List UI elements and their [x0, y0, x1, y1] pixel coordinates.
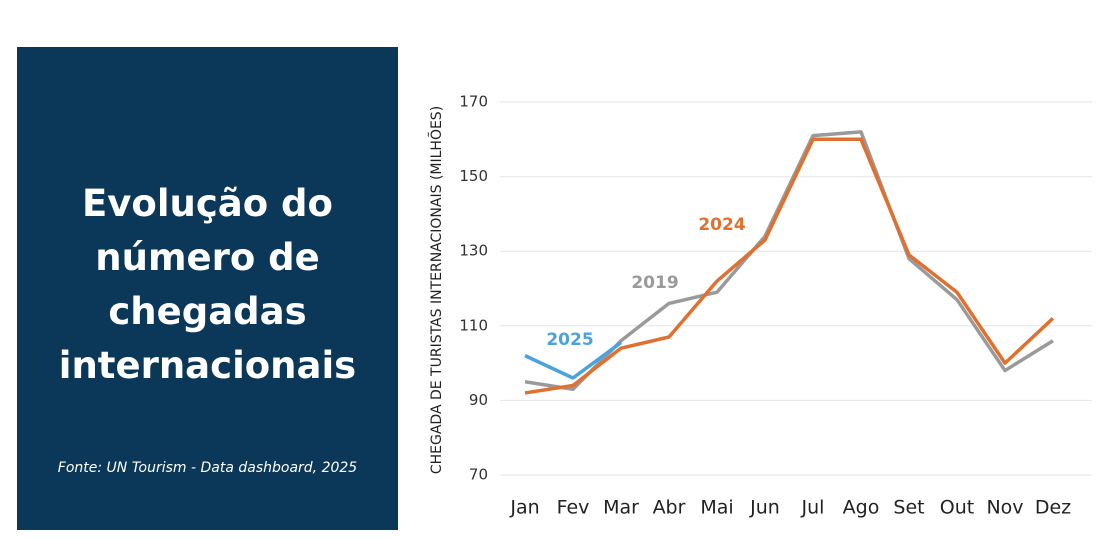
series-line: [524, 137, 1055, 395]
x-tick-label: Set: [893, 497, 924, 519]
y-tick-label: 90: [469, 391, 488, 409]
x-tick-label: Out: [940, 497, 974, 519]
series-label: 2019: [631, 273, 678, 293]
series-label: 2024: [698, 215, 745, 235]
y-tick-label: 130: [459, 242, 488, 260]
x-tick-label: Abr: [653, 497, 686, 519]
title-panel: Evolução do número de chegadas internaci…: [17, 47, 398, 530]
x-tick-label: Jun: [749, 497, 780, 519]
series-line: [524, 130, 1054, 391]
x-tick-label: Jul: [801, 497, 825, 519]
y-tick-label: 70: [469, 466, 488, 484]
y-tick-label: 150: [459, 167, 488, 185]
y-tick-label: 110: [459, 316, 488, 334]
x-tick-label: Mai: [700, 497, 733, 519]
x-tick-label: Jan: [509, 497, 539, 519]
y-tick-label: 170: [459, 93, 488, 111]
y-axis-label: CHEGADA DE TURISTAS INTERNACIONAIS (MILH…: [428, 106, 445, 474]
source-note: Fonte: UN Tourism - Data dashboard, 2025: [57, 460, 358, 476]
series-line: [524, 341, 623, 380]
x-tick-label: Dez: [1035, 497, 1071, 519]
series-label: 2025: [546, 330, 593, 350]
x-tick-label: Ago: [843, 497, 880, 519]
x-tick-label: Nov: [986, 497, 1023, 519]
x-tick-label: Fev: [557, 497, 590, 519]
x-tick-label: Mar: [603, 497, 639, 519]
panel-title: Evolução do número de chegadas internaci…: [58, 182, 357, 387]
